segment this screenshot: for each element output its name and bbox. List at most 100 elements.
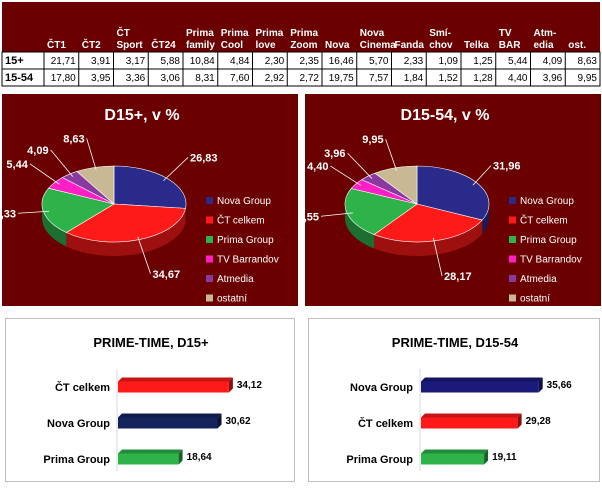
legend-label: ČT celkem [520, 214, 568, 227]
bar [118, 453, 179, 465]
table-row-label: 15+ [5, 55, 24, 67]
pie-value-label: 8,63 [63, 133, 84, 145]
pie-leader-line [17, 210, 50, 214]
pie-slice-side [66, 208, 186, 256]
pie-value-label: 34,67 [153, 269, 181, 281]
legend-label: ČT celkem [217, 214, 265, 227]
legend-swatch [509, 275, 516, 282]
bar-category-label: Nova Group [350, 382, 413, 394]
share-table: ČT1 ČT2 ČT Sport ČT24 Prima family Prima Cool Pri… [1, 2, 601, 87]
pie-value-label: 4,09 [27, 145, 48, 157]
table-cell: 21,71 [51, 56, 76, 67]
table-cell: 1,84 [404, 73, 424, 84]
legend-swatch [206, 255, 213, 263]
bar-side-face [538, 377, 543, 393]
table-row-label: 15-54 [5, 72, 34, 84]
pie-slice-side [374, 220, 483, 256]
pie-leader-line [385, 138, 398, 171]
table-cell: 4,84 [230, 56, 250, 67]
table-column-header: ost. [568, 40, 586, 51]
table-cell: 4,40 [508, 73, 528, 84]
table-column-header: TV BAR [499, 28, 521, 51]
table-header-bg [2, 2, 600, 52]
pie-leader-line [50, 149, 74, 177]
legend-swatch [509, 216, 516, 224]
bar-category-label: ČT celkem [55, 381, 110, 394]
pie-leader-line [330, 165, 362, 186]
pie-value-label: 5,44 [6, 159, 28, 171]
pie-chart-d15-54: D15-54, v % 31,96 28,17 21,55 4,403,96 9,95 No… [305, 94, 601, 306]
table-cell: 8,63 [578, 56, 598, 67]
table-cell: 3,06 [161, 73, 181, 84]
table-cell: 16,46 [329, 56, 354, 67]
pie-value-label: 3,96 [324, 148, 345, 160]
table-cell: 1,09 [439, 56, 459, 67]
table-column-header: Nova Cinema [360, 28, 397, 51]
table-cell: 3,95 [91, 73, 111, 84]
bar-category-label: ČT celkem [358, 417, 413, 430]
legend-label: Prima Group [520, 235, 577, 246]
legend-swatch [206, 294, 213, 302]
table-column-header: Nova [325, 40, 350, 51]
table-cell: 3,36 [126, 73, 146, 84]
pie-title: D15+, v % [104, 107, 179, 124]
bar [421, 417, 518, 429]
table-cell: 3,91 [91, 56, 111, 67]
bar [421, 381, 539, 393]
bar-top-face [421, 449, 489, 454]
bar-chart-prime-time-d15plus-svg: PRIME-TIME, D15+ ČT celkem 34,12 Nova Group… [43, 335, 262, 471]
table-cell: 3,96 [543, 73, 563, 84]
legend-swatch [509, 255, 516, 263]
table-cell: 19,75 [329, 73, 354, 84]
table-cell: 2,30 [265, 56, 285, 67]
pie-slice-side [482, 204, 489, 235]
legend-swatch [206, 216, 213, 224]
pie-value-label: 31,96 [493, 161, 521, 173]
pie-leader-line [432, 237, 443, 277]
pie-value-label: 20,33 [2, 208, 16, 220]
table-cell: 9,95 [578, 73, 598, 84]
legend-label: Atmedia [217, 274, 254, 285]
pie-leader-line [472, 165, 492, 186]
legend-label: Atmedia [520, 274, 557, 285]
table-cell: 7,57 [369, 73, 389, 84]
legend-label: ostatní [217, 294, 247, 305]
legend-label: TV Barrandov [217, 255, 279, 266]
bar-category-label: Prima Group [43, 454, 110, 466]
table-cell: 1,52 [439, 73, 459, 84]
bar-value-label: 29,28 [526, 416, 551, 427]
bar-top-face [421, 377, 543, 382]
pie-leader-line [320, 212, 353, 217]
table-cell: 7,60 [230, 73, 250, 84]
table-cell: 5,44 [508, 56, 528, 67]
table-cell: 2,72 [300, 73, 320, 84]
table-cell: 2,92 [265, 73, 285, 84]
table-column-header: Prima family [186, 28, 215, 51]
pie-value-label: 4,40 [307, 161, 328, 173]
bar-side-face [517, 413, 522, 429]
pie-slice-side [345, 204, 375, 249]
legend-swatch [206, 197, 213, 204]
bar-top-face [118, 413, 222, 418]
bar-value-label: 30,62 [226, 416, 251, 427]
pie-slice [113, 165, 187, 209]
bar-chart-prime-time-d15-54-svg: PRIME-TIME, D15-54 Nova Group 35,66 ČT celk… [346, 335, 572, 471]
pie-chart-d15-54-svg: D15-54, v % 31,96 28,17 21,55 4,403,96 9,95 No… [305, 107, 582, 305]
pie-leader-line [137, 236, 151, 274]
pie-leader-line [163, 157, 189, 182]
table-column-header: ČT Sport [117, 26, 144, 51]
legend-swatch [509, 197, 516, 204]
table-cell: 2,33 [404, 56, 424, 67]
legend-swatch [206, 275, 213, 282]
bar-top-face [118, 449, 183, 454]
table-column-header: Prima love [256, 28, 284, 51]
bar-chart-title: PRIME-TIME, D15+ [93, 335, 209, 350]
legend-swatch [206, 236, 213, 243]
table-cell: 3,17 [126, 56, 146, 67]
legend-label: Nova Group [217, 196, 271, 207]
table-column-header: ČT2 [82, 38, 101, 51]
table-cell: 2,35 [300, 56, 320, 67]
table-column-header: ČT24 [151, 38, 176, 51]
table-column-header: ČT1 [47, 38, 66, 51]
legend-label: Prima Group [217, 235, 274, 246]
